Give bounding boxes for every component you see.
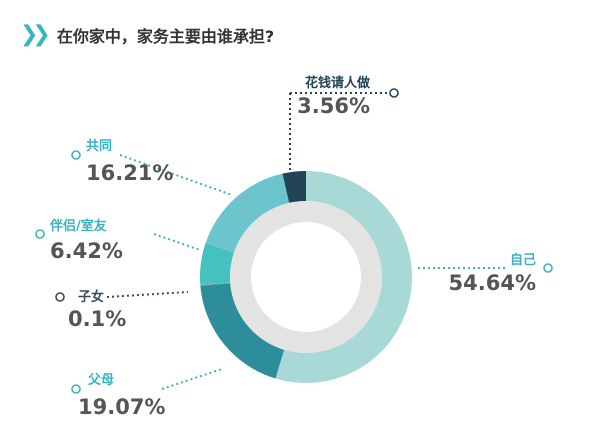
category-label: 共同 — [86, 138, 112, 154]
value-label: 3.56% — [297, 94, 370, 118]
value-label: 16.21% — [86, 161, 173, 185]
leader-end-icon — [543, 263, 553, 273]
value-label: 19.07% — [78, 395, 165, 419]
leader-line — [106, 291, 189, 298]
leader-end-icon — [71, 384, 81, 394]
category-label: 子女 — [78, 289, 104, 305]
donut-slice-2 — [200, 282, 231, 286]
inner-ring — [230, 201, 382, 353]
donut-slice-3 — [200, 242, 235, 285]
value-label: 0.1% — [68, 307, 126, 331]
page-title: 在你家中，家务主要由谁承担? — [56, 27, 275, 46]
leader-line — [161, 368, 223, 390]
category-label: 伴侣/室友 — [49, 218, 107, 234]
value-label: 54.64% — [449, 271, 536, 295]
double-chevron-icon: ❯❯ — [20, 22, 51, 47]
donut-slice-0 — [275, 171, 412, 383]
donut-slice-1 — [200, 283, 285, 379]
leader-line — [153, 233, 201, 251]
donut-slice-5 — [282, 171, 306, 203]
category-label: 父母 — [87, 373, 114, 388]
leader-end-icon — [55, 292, 65, 302]
leader-end-icon — [389, 88, 399, 98]
category-label: 花钱请人做 — [305, 75, 370, 91]
value-label: 6.42% — [50, 239, 123, 263]
donut-slice-4 — [205, 173, 290, 253]
header: ❯❯ 在你家中，家务主要由谁承担? — [20, 20, 274, 50]
category-label: 自己 — [510, 252, 536, 268]
leader-end-icon — [35, 229, 45, 239]
leader-end-icon — [71, 150, 81, 160]
